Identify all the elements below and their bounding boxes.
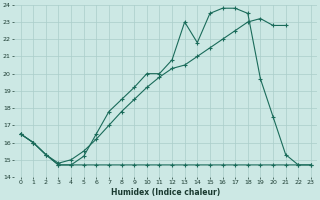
X-axis label: Humidex (Indice chaleur): Humidex (Indice chaleur) (111, 188, 220, 197)
